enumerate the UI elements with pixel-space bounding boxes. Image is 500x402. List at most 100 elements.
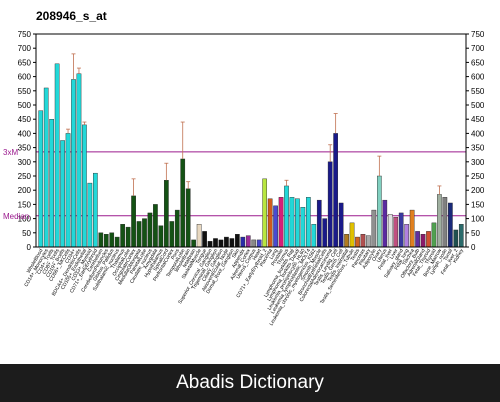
y-tick-label-right: 700: [471, 44, 485, 53]
chart-title: 208946_s_at: [36, 9, 107, 23]
bar: [98, 232, 104, 248]
bar: [87, 182, 93, 248]
bar: [164, 180, 169, 248]
bar: [273, 205, 278, 248]
bar: [136, 221, 142, 248]
y-tick-label-left: 50: [22, 229, 31, 238]
y-tick-label-left: 400: [18, 129, 32, 138]
bar: [169, 221, 175, 248]
bar: [371, 209, 377, 248]
bar: [43, 87, 49, 248]
bar: [415, 231, 420, 248]
reference-line-label: Median: [3, 212, 29, 221]
bar: [387, 214, 393, 248]
bar: [224, 236, 229, 248]
y-tick-label-right: 0: [471, 243, 476, 252]
y-tick-label-right: 600: [471, 73, 485, 82]
bar: [54, 63, 60, 248]
bar: [262, 178, 267, 248]
y-tick-label-left: 250: [18, 172, 32, 181]
bar: [306, 197, 311, 248]
y-tick-label-left: 500: [18, 101, 32, 110]
x-tick-label: Liver: [389, 248, 400, 261]
bar: [218, 239, 224, 248]
bar: [431, 222, 437, 248]
y-tick-label-left: 750: [18, 30, 32, 39]
x-axis-labels: WholeBloodCD14+_MonocytesCD4+_TcellsCD8+…: [23, 247, 465, 326]
bar: [393, 216, 399, 248]
bar: [103, 234, 109, 248]
footer-banner: Abadis Dictionary: [0, 364, 500, 402]
bar: [185, 188, 191, 248]
y-tick-label-left: 600: [18, 73, 32, 82]
bar: [251, 239, 257, 248]
bar: [256, 239, 262, 248]
y-tick-label-right: 150: [471, 200, 485, 209]
bar: [398, 212, 404, 248]
bar: [109, 232, 115, 248]
y-tick-label-right: 650: [471, 58, 485, 67]
bar: [442, 197, 448, 248]
bar: [202, 231, 207, 248]
bar: [235, 234, 240, 248]
footer-text: Abadis Dictionary: [176, 372, 324, 393]
bar: [289, 197, 295, 248]
bar: [327, 161, 333, 248]
bar: [426, 231, 431, 248]
bar: [284, 185, 289, 248]
y-tick-label-right: 400: [471, 129, 485, 138]
y-tick-label-left: 100: [18, 215, 32, 224]
reference-lines: 3xM Median: [3, 148, 466, 221]
bar: [316, 199, 322, 248]
bars: [38, 63, 464, 248]
bar: [207, 241, 213, 248]
bar: [344, 234, 349, 248]
bar: [93, 172, 98, 248]
y-tick-label-left: 0: [27, 243, 32, 252]
bar: [131, 195, 136, 248]
bar: [229, 238, 235, 248]
y-tick-label-left: 450: [18, 115, 32, 124]
bar: [76, 73, 82, 248]
bar: [65, 133, 71, 248]
bar: [114, 236, 120, 248]
bar: [60, 140, 65, 248]
y-tick-label-right: 250: [471, 172, 485, 181]
bar: [349, 222, 355, 248]
x-tick-label: Pons: [170, 248, 181, 261]
bar: [382, 199, 388, 248]
bar: [147, 212, 153, 248]
bar: [174, 209, 180, 248]
y-tick-label-left: 550: [18, 87, 32, 96]
bar: [322, 218, 328, 248]
bar: [245, 235, 251, 248]
y-tick-label-right: 750: [471, 30, 485, 39]
bar: [153, 204, 158, 248]
bar: [180, 158, 186, 248]
bar: [213, 238, 218, 248]
bar: [49, 118, 54, 248]
bar: [240, 236, 246, 248]
y-tick-label-right: 100: [471, 215, 485, 224]
x-tick-label: Testis: [350, 248, 362, 263]
bar: [366, 235, 371, 248]
bar: [333, 133, 338, 248]
bar: [404, 224, 409, 248]
y-tick-label-left: 650: [18, 58, 32, 67]
y-tick-label-left: 200: [18, 186, 32, 195]
bar: [71, 79, 76, 248]
y-tick-label-right: 550: [471, 87, 485, 96]
reference-line-label: 3xM: [3, 148, 18, 157]
x-tick-label: Skin: [231, 248, 241, 260]
bar: [142, 218, 147, 248]
bar: [420, 234, 426, 248]
plot-frame: [35, 33, 467, 248]
bar: [437, 194, 442, 248]
bar: [300, 207, 306, 248]
x-tick-label: Tonsil: [442, 248, 454, 262]
y-axis-left: 0 50 100 150 200 250 300 350 400 450 500 550 600 650 7…: [18, 30, 36, 252]
bar: [278, 197, 284, 248]
y-tick-label-left: 300: [18, 158, 32, 167]
bar: [125, 226, 131, 248]
bar-chart: 208946_s_at 0 50 100 150 200 250 300 350 400 450 5…: [3, 9, 485, 327]
